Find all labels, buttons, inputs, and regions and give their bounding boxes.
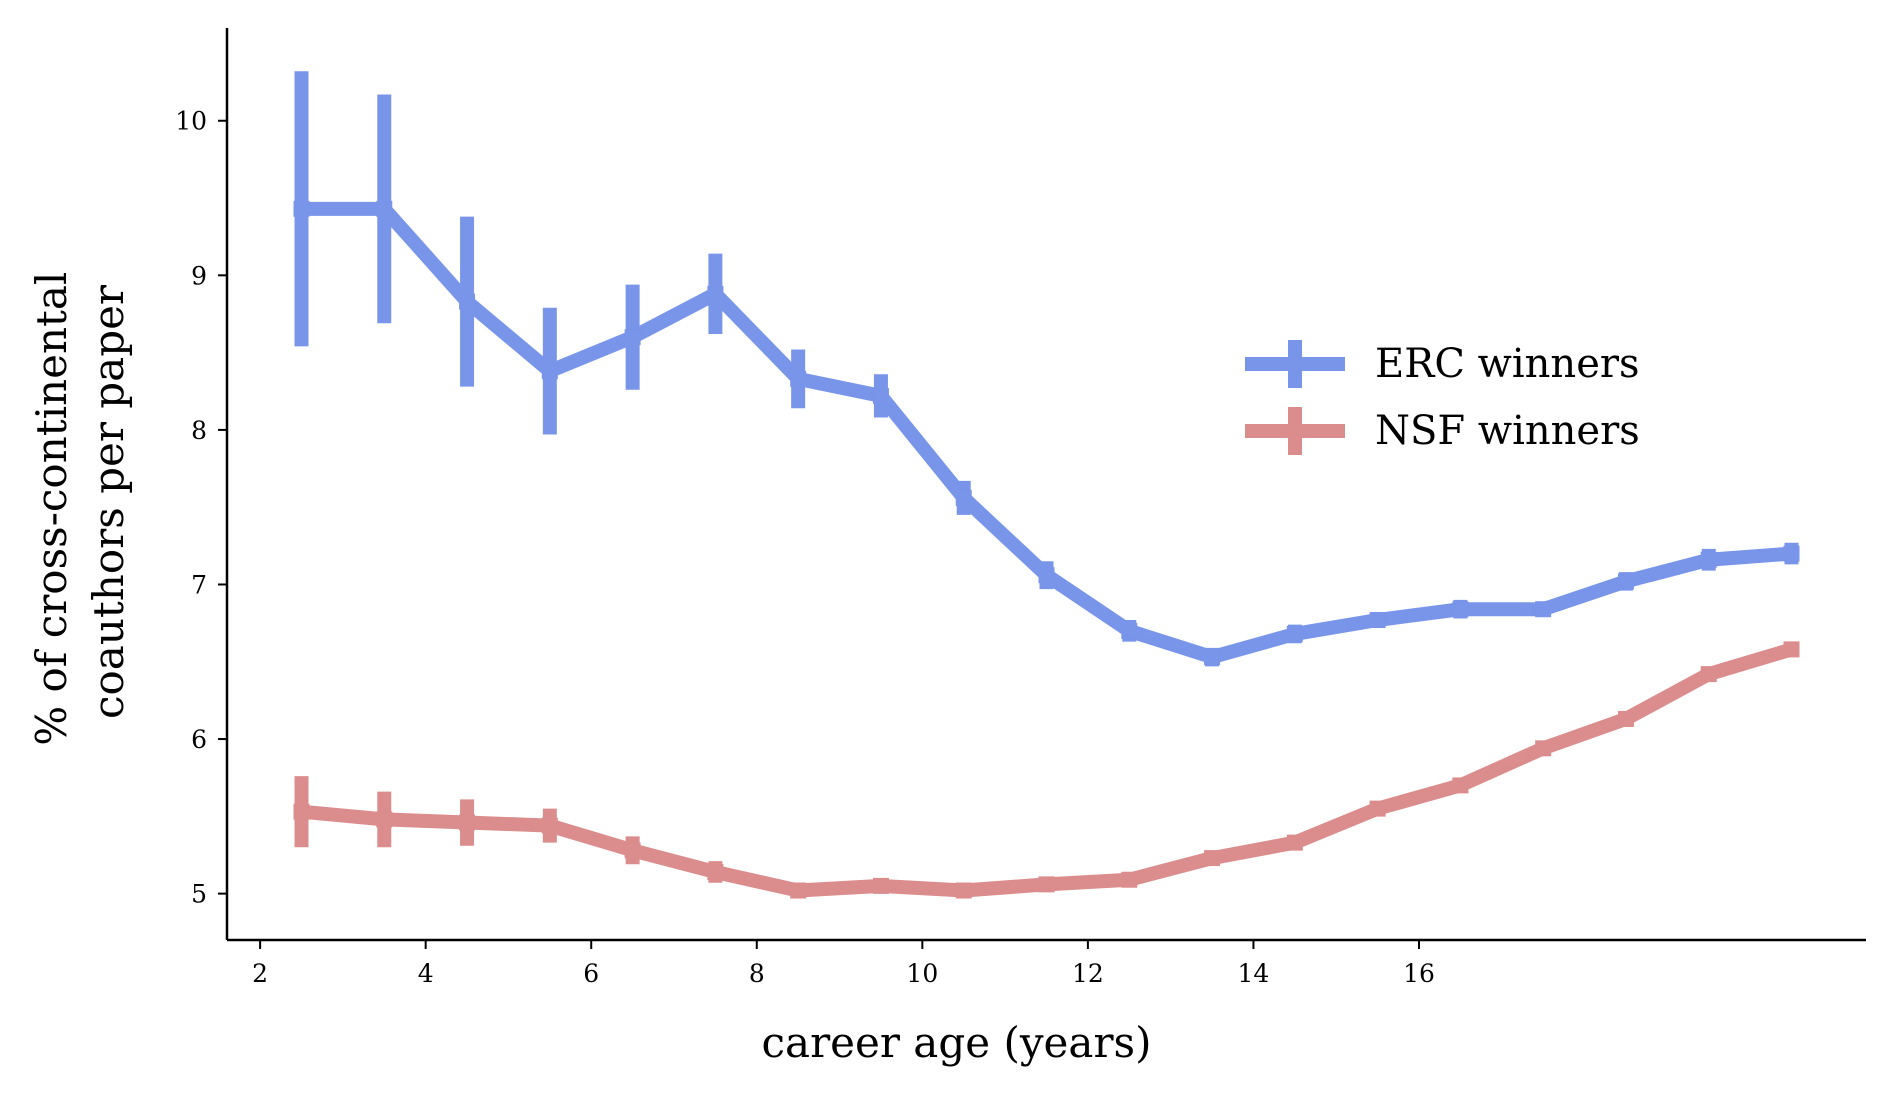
data-point bbox=[707, 285, 724, 302]
data-point bbox=[624, 842, 641, 859]
data-point bbox=[1038, 876, 1055, 893]
data-point bbox=[790, 370, 807, 387]
x-tick-label: 8 bbox=[749, 959, 765, 988]
y-axis-title: % of cross-continental coauthors per pap… bbox=[27, 258, 133, 745]
y-axis-title-line-2: coauthors per paper bbox=[84, 284, 133, 719]
x-tick-label: 12 bbox=[1072, 959, 1104, 988]
data-point bbox=[1038, 567, 1055, 584]
legend-item: ERC winners bbox=[1245, 340, 1640, 388]
x-axis-title: career age (years) bbox=[762, 1018, 1152, 1067]
data-point bbox=[1204, 850, 1221, 867]
series-nsf bbox=[293, 641, 1800, 899]
data-point bbox=[872, 387, 889, 404]
legend-item: NSF winners bbox=[1245, 407, 1640, 455]
x-tick-label: 14 bbox=[1238, 959, 1270, 988]
data-point bbox=[1535, 740, 1552, 757]
data-point bbox=[707, 863, 724, 880]
data-point bbox=[293, 803, 310, 820]
y-tick-label: 10 bbox=[175, 107, 207, 136]
data-point bbox=[790, 882, 807, 899]
data-point bbox=[1783, 641, 1800, 658]
y-axis-title-line-1: % of cross-continental bbox=[27, 272, 76, 746]
x-tick-label: 16 bbox=[1403, 959, 1435, 988]
data-point bbox=[541, 363, 558, 380]
data-point bbox=[1121, 622, 1138, 639]
data-point bbox=[1286, 834, 1303, 851]
series-layer bbox=[293, 71, 1800, 899]
data-point bbox=[1286, 625, 1303, 642]
series-line bbox=[300, 642, 1794, 898]
data-point bbox=[1700, 666, 1717, 683]
data-point bbox=[1783, 545, 1800, 562]
y-tick-label: 5 bbox=[191, 880, 207, 909]
axes bbox=[225, 28, 1866, 942]
x-axis-ticks: 2 4 6 8 10 12 14 16 bbox=[252, 940, 1435, 988]
legend-label: ERC winners bbox=[1375, 341, 1640, 387]
data-point bbox=[1204, 649, 1221, 666]
data-point bbox=[293, 200, 310, 217]
y-tick-label: 6 bbox=[191, 725, 207, 754]
data-point bbox=[1121, 871, 1138, 888]
y-tick-label: 8 bbox=[191, 416, 207, 445]
data-point bbox=[376, 200, 393, 217]
data-point bbox=[1452, 601, 1469, 618]
data-point bbox=[1617, 710, 1634, 727]
legend-swatch bbox=[1245, 407, 1345, 455]
data-point bbox=[1535, 601, 1552, 618]
data-point bbox=[1617, 573, 1634, 590]
x-tick-label: 6 bbox=[583, 959, 599, 988]
data-point bbox=[624, 329, 641, 346]
data-point bbox=[955, 882, 972, 899]
data-point bbox=[376, 811, 393, 828]
data-point bbox=[541, 817, 558, 834]
data-point bbox=[872, 877, 889, 894]
data-point bbox=[459, 814, 476, 831]
series-erc bbox=[293, 71, 1800, 667]
data-point bbox=[1369, 612, 1386, 629]
y-axis-ticks: 5 6 7 8 9 10 bbox=[175, 107, 227, 909]
x-tick-label: 10 bbox=[906, 959, 938, 988]
data-point bbox=[459, 293, 476, 310]
legend: ERC winners NSF winners bbox=[1245, 340, 1640, 455]
data-point bbox=[1452, 777, 1469, 794]
x-tick-label: 2 bbox=[252, 959, 268, 988]
data-point bbox=[1700, 551, 1717, 568]
y-tick-label: 7 bbox=[191, 570, 207, 599]
x-tick-label: 4 bbox=[418, 959, 434, 988]
data-point bbox=[955, 489, 972, 506]
legend-label: NSF winners bbox=[1375, 408, 1640, 454]
legend-swatch bbox=[1245, 340, 1345, 388]
data-point bbox=[1369, 800, 1386, 817]
y-tick-label: 9 bbox=[191, 261, 207, 290]
